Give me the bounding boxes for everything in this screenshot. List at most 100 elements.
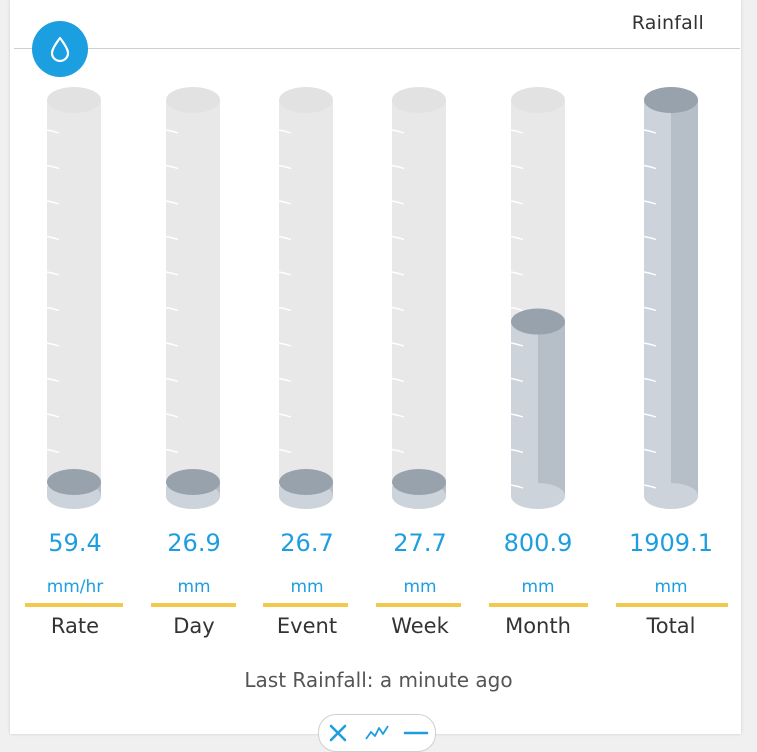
gauge-value: 26.9 xyxy=(167,529,221,557)
tube-tick xyxy=(391,306,405,312)
gauge-label: Month xyxy=(505,614,571,638)
fill-surface xyxy=(166,469,220,495)
tube-tick xyxy=(643,377,657,383)
gauge-value: 1909.1 xyxy=(629,529,713,557)
tube-tick xyxy=(643,484,657,489)
rain-tube-total xyxy=(643,87,698,509)
tube-tick xyxy=(46,200,60,205)
gauge-value: 59.4 xyxy=(48,529,102,557)
fill-surface xyxy=(47,469,101,495)
tube-body xyxy=(279,100,333,496)
tube-tick xyxy=(510,413,524,418)
last-rainfall-text: Last Rainfall: a minute ago xyxy=(244,668,513,692)
gauge-value: 26.7 xyxy=(280,529,334,557)
tube-tick xyxy=(643,448,657,454)
tube-body xyxy=(47,100,101,496)
fill-surface xyxy=(511,308,565,335)
tube-tick xyxy=(278,129,292,134)
tube-tick xyxy=(391,129,405,134)
rain-tube-week xyxy=(391,87,446,509)
rain-tube-rate xyxy=(46,87,101,509)
close-icon xyxy=(330,724,347,742)
close-button[interactable] xyxy=(325,720,351,746)
tube-tick xyxy=(391,413,405,418)
rain-tube-day xyxy=(165,87,220,509)
gauge-underline xyxy=(263,603,348,607)
tube-tick xyxy=(278,413,292,418)
gauge-rate: 59.4 mm/hr Rate xyxy=(25,0,124,660)
tube-tick xyxy=(510,200,524,205)
gauge-unit: mm xyxy=(290,577,324,597)
tube-tick xyxy=(165,413,179,418)
tube-tick xyxy=(165,306,179,312)
tube-tick xyxy=(278,271,292,276)
tube-tick xyxy=(510,377,524,383)
chart-button[interactable] xyxy=(364,720,390,746)
fill-base xyxy=(511,483,565,509)
minimize-button[interactable] xyxy=(403,720,429,746)
fill-surface xyxy=(392,469,446,495)
gauge-underline xyxy=(616,603,728,607)
gauge-underline xyxy=(25,603,123,607)
fill-left xyxy=(511,321,538,496)
tube-tick xyxy=(391,200,405,205)
tube-tick xyxy=(391,164,405,170)
tube-tick xyxy=(643,129,657,134)
tube-tick xyxy=(643,413,657,418)
tube-tick xyxy=(46,129,60,134)
tube-tick xyxy=(643,235,657,241)
tube-tick xyxy=(278,377,292,383)
tube-tick xyxy=(165,448,179,454)
tube-tick xyxy=(391,271,405,276)
tube-tick xyxy=(46,448,60,454)
gauge-underline xyxy=(489,603,588,607)
tube-tick xyxy=(165,200,179,205)
line-chart-icon xyxy=(365,725,389,740)
minimize-icon xyxy=(403,731,428,735)
gauge-unit: mm xyxy=(654,577,688,597)
tube-body xyxy=(166,100,220,496)
tube-tick xyxy=(278,164,292,170)
gauge-unit: mm/hr xyxy=(46,577,104,597)
header-divider xyxy=(14,48,740,49)
tube-tick xyxy=(643,306,657,312)
tube-tick xyxy=(391,377,405,383)
gauge-value: 800.9 xyxy=(503,529,573,557)
gauge-underline xyxy=(376,603,461,607)
tube-tick xyxy=(46,413,60,418)
tube-tick xyxy=(643,271,657,276)
tube-tick xyxy=(510,129,524,134)
gauge-week: 27.7 mm Week xyxy=(371,0,469,660)
fill-right xyxy=(671,100,698,496)
tube-tick xyxy=(510,306,524,312)
tube-tick xyxy=(278,306,292,312)
tube-cap xyxy=(511,87,565,113)
rain-tube-month xyxy=(510,87,565,509)
tube-tick xyxy=(510,164,524,170)
tube-tick xyxy=(510,484,524,489)
fill-left xyxy=(644,100,671,496)
tube-tick xyxy=(643,200,657,205)
tube-tick xyxy=(46,271,60,276)
tube-tick xyxy=(165,342,179,347)
tube-tick xyxy=(46,377,60,383)
raindrop-icon xyxy=(32,21,88,77)
gauge-underline xyxy=(151,603,236,607)
tube-tick xyxy=(510,448,524,454)
tube-tick xyxy=(278,448,292,454)
gauge-label: Week xyxy=(391,614,449,638)
tube-body xyxy=(392,100,446,496)
tube-tick xyxy=(643,342,657,347)
tube-tick xyxy=(391,342,405,347)
tube-tick xyxy=(391,448,405,454)
gauge-total: 1909.1 mm Total xyxy=(616,0,728,660)
gauge-event: 26.7 mm Event xyxy=(258,0,356,660)
rainfall-card: Rainfall xyxy=(10,0,741,734)
tube-tick xyxy=(391,235,405,241)
tube-tick xyxy=(278,342,292,347)
fill-surface xyxy=(279,469,333,495)
tube-tick xyxy=(510,235,524,241)
tube-tick xyxy=(46,164,60,170)
rain-tube-event xyxy=(278,87,333,509)
